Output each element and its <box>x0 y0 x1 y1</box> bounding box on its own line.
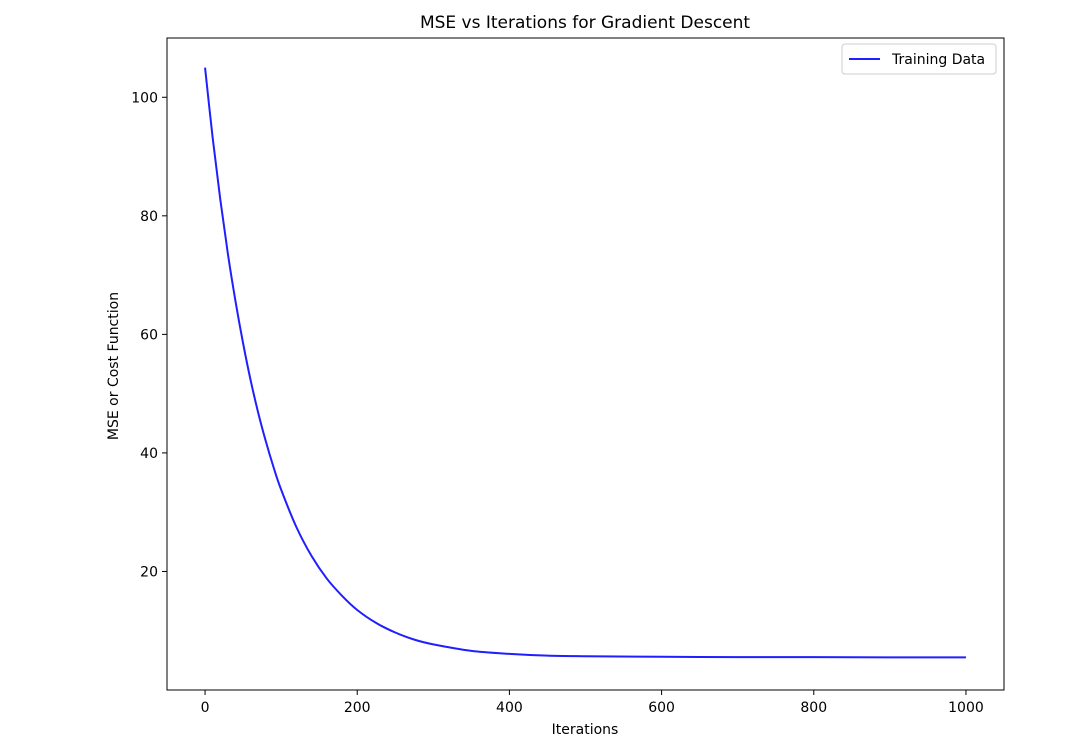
y-axis: 20 40 60 80 100 <box>131 90 167 580</box>
legend-label-training-data: Training Data <box>891 52 985 68</box>
chart-title: MSE vs Iterations for Gradient Descent <box>420 13 750 33</box>
y-axis-label: MSE or Cost Function <box>106 292 122 440</box>
legend-box <box>841 43 997 75</box>
x-tick-label: 600 <box>648 700 675 716</box>
y-tick-label: 60 <box>140 327 158 343</box>
y-tick-label: 80 <box>140 209 158 225</box>
x-tick-label: 400 <box>496 700 523 716</box>
legend: Training Data <box>841 43 997 75</box>
y-tick-label: 20 <box>140 564 158 580</box>
plot-frame <box>166 37 1005 691</box>
x-tick-label: 800 <box>800 700 827 716</box>
series-line-training-data <box>204 67 966 659</box>
y-tick-label: 100 <box>131 90 158 106</box>
x-tick-label: 0 <box>201 700 210 716</box>
x-axis: 0 200 400 600 800 1000 <box>201 690 984 716</box>
x-tick-label: 1000 <box>948 700 984 716</box>
x-tick-label: 200 <box>344 700 371 716</box>
series-layer <box>204 67 966 659</box>
y-tick-label: 40 <box>140 446 158 462</box>
x-axis-label: Iterations <box>552 722 619 738</box>
